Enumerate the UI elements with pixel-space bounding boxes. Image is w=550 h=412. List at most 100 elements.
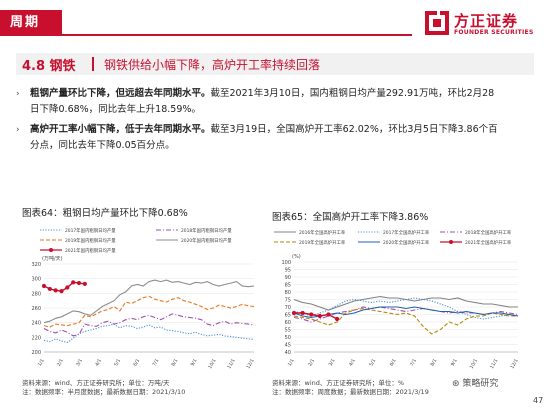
section-divider xyxy=(92,57,94,71)
watermark: ⊛ 策略研究 xyxy=(452,376,498,389)
legend-entry: 2017年国内粗钢日均产量 xyxy=(65,227,116,234)
data-point xyxy=(317,313,322,319)
logo-text-cn: 方正证券 xyxy=(454,12,519,30)
source-right: 资料来源：wind、方正证券研究所；单位：% xyxy=(272,379,405,387)
legend-entry: 2018年国内粗钢日均产量 xyxy=(181,227,232,234)
legend-entry: 2019年国内粗钢日均产量 xyxy=(65,237,116,244)
page-number: 47 xyxy=(533,396,544,405)
y-tick-label: 240 xyxy=(31,321,41,327)
y-tick-label: 80 xyxy=(285,290,291,296)
figure-title-right: 图表65：全国高炉开工率下降3.86% xyxy=(272,212,429,223)
legend-entry: 2019年全国高炉开工率 xyxy=(299,239,346,246)
y-tick-label: 200 xyxy=(31,350,41,356)
x-tick-label: 6/1 xyxy=(389,358,398,367)
bullet-item: › 高炉开工率小幅下降，低于去年同期水平。截至3月19日，全国高炉开工率62.0… xyxy=(16,122,500,154)
x-tick-label: 7/1 xyxy=(409,358,418,367)
section-number: 4.8 钢铁 xyxy=(22,59,76,74)
data-point xyxy=(53,288,58,293)
x-tick-label: 11/1 xyxy=(489,358,499,370)
bullet-arrow-icon: › xyxy=(16,89,20,99)
legend-marker xyxy=(449,240,453,244)
section-subtitle: 钢铁供给小幅下降，高炉开工率持续回落 xyxy=(104,58,321,72)
y-tick-label: 65 xyxy=(285,313,291,319)
data-point xyxy=(71,280,76,285)
x-tick-label: 2/1 xyxy=(307,358,316,367)
y-tick-label: 320 xyxy=(31,262,41,268)
x-tick-label: 4/1 xyxy=(94,358,103,367)
x-tick-label: 1/1 xyxy=(37,358,46,367)
data-point xyxy=(76,280,82,286)
y-tick-label: 45 xyxy=(285,343,291,349)
legend-entry: 2020年国内粗钢日均产量 xyxy=(181,237,232,244)
data-point xyxy=(300,310,305,316)
x-tick-label: 1/1 xyxy=(287,358,296,367)
x-tick-label: 7/1 xyxy=(151,358,160,367)
x-tick-label: 10/1 xyxy=(469,358,479,370)
data-point xyxy=(59,289,64,294)
series-line xyxy=(43,313,255,337)
legend-entry: 2016年全国高炉开工率 xyxy=(299,229,346,236)
section-heading: 4.8 钢铁 钢铁供给小幅下降，高炉开工率持续回落 xyxy=(16,53,534,75)
x-tick-label: 3/1 xyxy=(75,358,84,367)
x-tick-label: 11/1 xyxy=(226,358,236,370)
y-axis-label: (%) xyxy=(292,254,301,260)
y-tick-label: 70 xyxy=(285,305,291,311)
data-point xyxy=(291,310,297,316)
bullet-bold: 高炉开工率小幅下降，低于去年同期水平。 xyxy=(30,124,211,135)
bullet-bold: 粗钢产量环比下降，但远超去年同期水平。 xyxy=(30,88,211,99)
bullet-text: 截至3月19日，全国高炉开工率62.02%，环比3月5日下降3.86个百分点，同… xyxy=(30,124,498,151)
bullet-text: 截至2021年3月10日，国内粗钢日均产量292.91万吨，环比2月28日下降0… xyxy=(30,88,495,115)
steel-output-chart: 2017年国内粗钢日均产量 2018年国内粗钢日均产量 2019年国内粗钢日均产量 2… xyxy=(22,222,258,372)
bullet-item: › 粗钢产量环比下降，但远超去年同期水平。截至2021年3月10日，国内粗钢日均… xyxy=(16,86,500,118)
x-tick-label: 10/1 xyxy=(207,358,217,370)
wechat-icon: ⊛ xyxy=(452,379,460,389)
x-tick-label: 3/1 xyxy=(328,358,337,367)
y-tick-label: 85 xyxy=(285,283,291,289)
series-line xyxy=(43,279,255,324)
data-point xyxy=(65,285,70,290)
y-tick-label: 260 xyxy=(31,306,41,312)
data-point xyxy=(334,316,340,322)
legend-entry: 2021年国内粗钢日均产量 xyxy=(65,247,116,254)
legend-entry: 2021年全国高炉开工率 xyxy=(465,239,512,246)
x-tick-label: 12/1 xyxy=(245,358,255,370)
data-point xyxy=(47,286,52,292)
bullet-arrow-icon: › xyxy=(16,125,20,135)
y-tick-label: 60 xyxy=(285,320,291,326)
data-point xyxy=(309,312,314,317)
header-divider xyxy=(62,34,412,36)
series-line xyxy=(293,297,519,320)
y-tick-label: 50 xyxy=(285,335,291,341)
series-line xyxy=(43,295,255,328)
y-tick-label: 300 xyxy=(31,277,41,283)
x-tick-label: 5/1 xyxy=(368,358,377,367)
logo-text-en: FOUNDER SECURITIES xyxy=(454,29,534,36)
logo-mark-icon xyxy=(425,11,449,35)
x-tick-label: 8/1 xyxy=(170,358,179,367)
x-tick-label: 9/1 xyxy=(190,358,199,367)
y-tick-label: 280 xyxy=(31,291,41,297)
y-axis-label: (万吨/天) xyxy=(42,255,63,262)
y-tick-label: 220 xyxy=(31,335,41,341)
y-tick-label: 95 xyxy=(285,268,291,274)
note-left: 注：数据频率：半月度数据；最新数据日期：2021/3/10 xyxy=(22,388,186,396)
legend-marker xyxy=(49,248,53,252)
x-tick-label: 9/1 xyxy=(450,358,459,367)
y-tick-label: 75 xyxy=(285,298,291,304)
series-line xyxy=(293,306,519,319)
data-point xyxy=(82,281,87,286)
y-tick-label: 55 xyxy=(285,328,291,334)
legend-entry: 2018年全国高炉开工率 xyxy=(465,229,512,236)
blast-furnace-chart-svg: 2016年全国高炉开工率 2017年全国高炉开工率 2018年全国高炉开工率 2019… xyxy=(274,229,520,370)
legend-entry: 2020年全国高炉开工率 xyxy=(383,239,430,246)
x-tick-label: 4/1 xyxy=(348,358,357,367)
figure-title-left: 图表64：粗钢日均产量环比下降0.68% xyxy=(22,208,188,219)
x-tick-label: 8/1 xyxy=(429,358,438,367)
x-tick-label: 6/1 xyxy=(132,358,141,367)
blast-furnace-chart: 2016年全国高炉开工率 2017年全国高炉开工率 2018年全国高炉开工率 2019… xyxy=(272,226,522,372)
x-tick-label: 2/1 xyxy=(56,358,65,367)
x-tick-label: 12/1 xyxy=(509,358,519,370)
x-tick-label: 5/1 xyxy=(113,358,122,367)
y-tick-label: 100 xyxy=(281,260,291,266)
steel-output-chart-svg: 2017年国内粗钢日均产量 2018年国内粗钢日均产量 2019年国内粗钢日均产量 2… xyxy=(31,227,255,370)
